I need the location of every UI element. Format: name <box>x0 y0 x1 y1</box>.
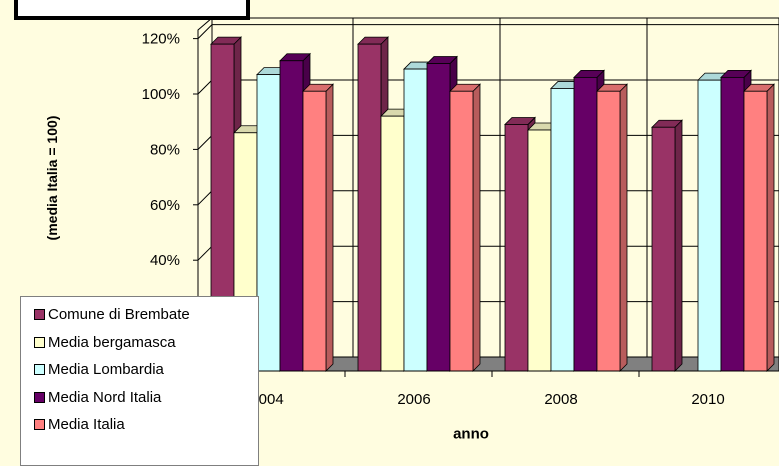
x-tick-label: 2006 <box>397 391 430 408</box>
y-tick-label: 100% <box>142 86 180 103</box>
legend-item: Comune di Brembate <box>21 298 258 332</box>
bar <box>302 83 334 372</box>
legend-swatch <box>34 391 45 403</box>
legend-item: Media Italia <box>21 408 258 442</box>
legend-swatch <box>34 419 45 431</box>
y-tick-label: 120% <box>142 31 180 48</box>
bars <box>210 36 775 372</box>
legend: Comune di Brembate Media bergamasca Medi… <box>20 296 259 466</box>
bar <box>596 83 628 372</box>
x-tick-labels: 2004 2006 2008 2010 <box>197 370 779 408</box>
bar <box>449 83 481 372</box>
legend-label: Media Lombardia <box>48 361 164 379</box>
y-tick-labels: 40% 60% 80% 100% 120% <box>142 31 198 269</box>
chart-title-box <box>14 0 250 20</box>
x-axis-title-text: anno <box>453 425 489 443</box>
bar-chart: 40%60%80%100%120% 2004 2006 2008 2010 <box>142 16 779 408</box>
legend-swatch <box>34 336 45 348</box>
y-tick-label: 80% <box>150 141 180 158</box>
bar <box>743 83 775 372</box>
legend-label: Comune di Brembate <box>48 306 190 324</box>
y-tick-label: 40% <box>150 252 180 269</box>
bar <box>651 119 683 372</box>
y-axis-title-text: (media Italia = 100) <box>44 115 60 241</box>
legend-item: Media Lombardia <box>21 353 258 387</box>
y-tick-label: 60% <box>150 197 180 214</box>
legend-swatch <box>34 309 45 321</box>
x-tick-label: 2010 <box>691 391 724 408</box>
legend-label: Media bergamasca <box>48 333 176 351</box>
legend-item: Media bergamasca <box>21 326 258 360</box>
legend-item: Media Nord Italia <box>21 381 258 415</box>
x-tick-label: 2008 <box>544 391 577 408</box>
legend-label: Media Italia <box>48 416 125 434</box>
legend-label: Media Nord Italia <box>48 388 162 406</box>
legend-swatch <box>34 364 45 376</box>
